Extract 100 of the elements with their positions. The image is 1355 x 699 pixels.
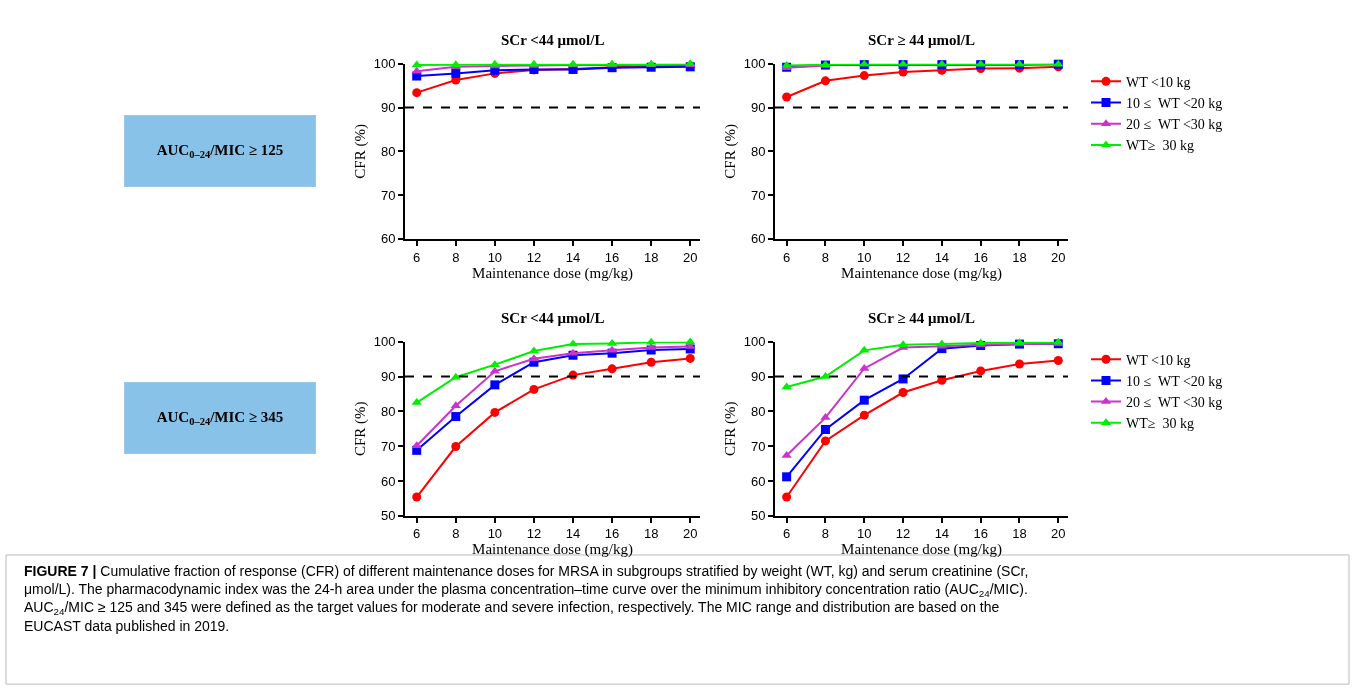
point bbox=[820, 424, 830, 434]
x-tick-label: 18 bbox=[1012, 249, 1027, 265]
y-tick-label: 100 bbox=[743, 56, 766, 72]
y-tick-label: 90 bbox=[750, 369, 766, 385]
chart-title: SCr <44 μmol/L bbox=[501, 310, 605, 326]
y-tick-label: 60 bbox=[380, 473, 396, 489]
legend-label: 20 ≤ WT <30 kg bbox=[1126, 117, 1223, 133]
point bbox=[607, 364, 617, 374]
x-tick-label: 16 bbox=[973, 526, 988, 542]
x-tick-label: 8 bbox=[821, 249, 830, 265]
y-tick-label: 90 bbox=[750, 100, 766, 116]
legend-label: 10 ≤ WT <20 kg bbox=[1126, 373, 1223, 389]
x-tick-label: 10 bbox=[857, 526, 872, 542]
point bbox=[451, 442, 461, 452]
text: FIGURE 7 | Cumulative fraction of response (CFR) of different maintenance doses for MRSA in subgroups stratified by weight (WT, kg) and serum creatinine (SCr, μmol/L). The pharmacodynamic index was the 24-h area under the plasma concentration–time curve over the minimum inhibitory concentration ratio (AUC$_{24}$/MIC). AUC$_{24}$/MIC ≥ 125 and 345 were defined as the target values for moderate and severe infection, respectively. The MIC range and distribution are based on the EUCAST data published in 2019. bbox=[24, 563, 1029, 634]
x-axis-title: Maintenance dose (mg/kg) bbox=[841, 541, 1002, 559]
y-tick-label: 50 bbox=[750, 508, 766, 524]
y-tick-label: 60 bbox=[380, 231, 396, 247]
y-tick-label: 80 bbox=[380, 403, 396, 419]
y-tick-label: 80 bbox=[750, 403, 766, 419]
x-tick-label: 14 bbox=[565, 249, 581, 265]
y-tick-label: 100 bbox=[373, 56, 396, 72]
legend-label: 20 ≤ WT <30 kg bbox=[1126, 395, 1223, 411]
y-tick-label: 70 bbox=[380, 438, 396, 454]
x-tick-label: 16 bbox=[604, 526, 620, 542]
point bbox=[898, 388, 908, 398]
y-tick-label: 80 bbox=[380, 143, 396, 159]
x-tick-label: 12 bbox=[526, 526, 542, 542]
x-tick-label: 10 bbox=[487, 249, 503, 265]
x-tick-label: 20 bbox=[1051, 526, 1066, 542]
x-axis-title: Maintenance dose (mg/kg) bbox=[472, 541, 633, 559]
point bbox=[1014, 359, 1024, 369]
chart-title: SCr ≥ 44 μmol/L bbox=[868, 310, 975, 326]
text: AUC$_{0–24}$/MIC ≥ 345 bbox=[156, 408, 284, 428]
point bbox=[820, 76, 830, 86]
x-tick-label: 18 bbox=[1012, 526, 1027, 542]
point bbox=[411, 441, 422, 449]
point bbox=[529, 384, 539, 394]
text: AUC$_{0–24}$/MIC ≥ 125 bbox=[156, 141, 284, 161]
point bbox=[412, 492, 422, 502]
y-tick-label: 70 bbox=[750, 187, 766, 203]
x-tick-label: 8 bbox=[452, 249, 460, 265]
x-axis-title: Maintenance dose (mg/kg) bbox=[472, 264, 633, 282]
y-tick-label: 90 bbox=[380, 369, 396, 385]
y-axis-title: CFR (%) bbox=[352, 401, 370, 457]
x-tick-label: 16 bbox=[604, 249, 620, 265]
x-tick-label: 10 bbox=[857, 249, 872, 265]
point bbox=[490, 380, 500, 390]
legend-label: WT≥ 30 kg bbox=[1126, 416, 1194, 432]
point bbox=[859, 395, 869, 405]
point bbox=[646, 357, 656, 367]
point bbox=[490, 407, 500, 417]
point bbox=[782, 472, 792, 482]
x-tick-label: 16 bbox=[973, 249, 988, 265]
x-tick-label: 8 bbox=[821, 526, 830, 542]
point bbox=[685, 337, 696, 345]
point bbox=[781, 382, 792, 390]
x-tick-label: 12 bbox=[895, 249, 911, 265]
x-tick-label: 18 bbox=[643, 526, 659, 542]
legend-label: 10 ≤ WT <20 kg bbox=[1126, 95, 1223, 111]
point bbox=[1053, 355, 1063, 365]
y-tick-label: 70 bbox=[380, 187, 396, 203]
x-tick-label: 12 bbox=[895, 526, 911, 542]
x-tick-label: 18 bbox=[643, 249, 659, 265]
y-tick-label: 80 bbox=[750, 143, 766, 159]
y-axis-title: CFR (%) bbox=[722, 124, 740, 179]
point bbox=[859, 345, 870, 353]
y-tick-label: 70 bbox=[750, 438, 766, 454]
y-axis-title: CFR (%) bbox=[722, 401, 740, 457]
point bbox=[859, 71, 869, 81]
x-tick-label: 12 bbox=[526, 249, 542, 265]
point bbox=[859, 410, 869, 420]
x-tick-label: 6 bbox=[413, 526, 421, 542]
y-tick-label: 100 bbox=[743, 334, 766, 350]
x-tick-label: 20 bbox=[683, 526, 698, 542]
x-tick-label: 8 bbox=[452, 526, 460, 542]
y-tick-label: 90 bbox=[380, 100, 396, 116]
point bbox=[451, 412, 461, 422]
x-tick-label: 20 bbox=[1051, 249, 1066, 265]
legend-label: WT <10 kg bbox=[1126, 74, 1191, 90]
point bbox=[450, 401, 461, 409]
point bbox=[685, 353, 695, 363]
x-tick-label: 14 bbox=[565, 526, 581, 542]
chart-title: SCr <44 μmol/L bbox=[501, 32, 605, 48]
point bbox=[859, 363, 870, 371]
x-axis-title: Maintenance dose (mg/kg) bbox=[841, 264, 1002, 282]
x-tick-label: 14 bbox=[934, 526, 950, 542]
point bbox=[976, 366, 986, 376]
point bbox=[820, 436, 830, 446]
legend-label: WT <10 kg bbox=[1126, 352, 1191, 368]
legend-label: WT≥ 30 kg bbox=[1126, 138, 1194, 154]
x-tick-label: 20 bbox=[683, 249, 698, 265]
chart-title: SCr ≥ 44 μmol/L bbox=[868, 32, 975, 48]
x-tick-label: 6 bbox=[783, 249, 791, 265]
y-tick-label: 50 bbox=[380, 508, 396, 524]
x-tick-label: 14 bbox=[934, 249, 950, 265]
point bbox=[782, 92, 792, 102]
y-tick-label: 60 bbox=[750, 231, 766, 247]
y-tick-label: 100 bbox=[373, 334, 396, 350]
x-tick-label: 10 bbox=[487, 526, 503, 542]
